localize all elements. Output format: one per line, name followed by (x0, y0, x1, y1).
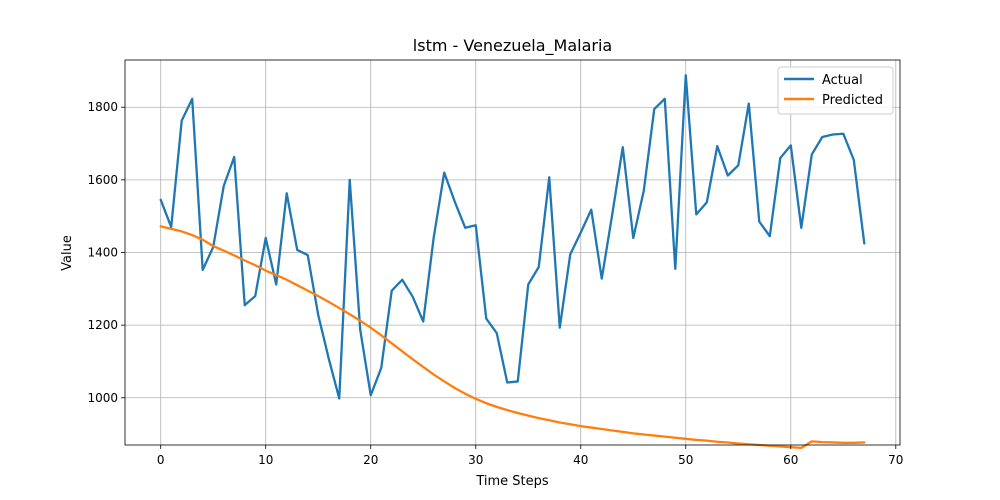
x-tick-label: 10 (258, 453, 273, 467)
y-tick-label: 1800 (87, 100, 118, 114)
series-layer (159, 74, 866, 450)
y-tick-label: 1200 (87, 318, 118, 332)
y-axis-label: Value (60, 235, 75, 271)
series-line-predicted (159, 225, 866, 450)
x-tick-label: 0 (157, 453, 165, 467)
y-tick-label: 1400 (87, 246, 118, 260)
y-axis-ticks: 1000 1200 1400 1600 1800 (87, 100, 125, 405)
legend-label-actual: Actual (822, 73, 863, 88)
series-line-actual (159, 74, 866, 400)
chart-title: lstm - Venezuela_Malaria (413, 36, 612, 56)
y-tick-label: 1600 (87, 173, 118, 187)
x-tick-label: 70 (888, 453, 903, 467)
y-tick-label: 1000 (87, 391, 118, 405)
x-tick-label: 60 (783, 453, 798, 467)
x-tick-label: 30 (468, 453, 483, 467)
x-axis-label: Time Steps (475, 474, 549, 489)
x-axis-ticks: 0 10 20 30 40 50 60 70 (157, 445, 903, 467)
grid (125, 60, 900, 445)
x-tick-label: 20 (363, 453, 378, 467)
x-tick-label: 40 (573, 453, 588, 467)
legend: Actual Predicted (777, 66, 894, 115)
x-tick-label: 50 (678, 453, 693, 467)
legend-label-predicted: Predicted (822, 93, 883, 108)
